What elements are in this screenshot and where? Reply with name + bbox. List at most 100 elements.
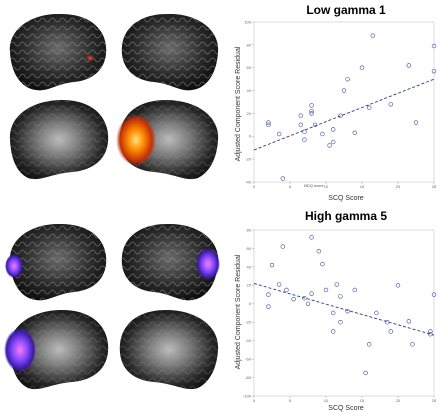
- scatter-point: [395, 283, 401, 288]
- y-tick-label: -100: [243, 393, 252, 398]
- scatter-point: [406, 319, 412, 324]
- y-tick-label: -20: [245, 320, 252, 325]
- scatter-point: [341, 88, 347, 93]
- brain-lateral-left: [9, 13, 107, 91]
- scatter-point: [276, 282, 282, 287]
- scatter-point: [320, 261, 325, 267]
- scatter-point: [266, 122, 271, 128]
- scatter-point: [276, 131, 282, 137]
- scatter-point: [298, 122, 304, 128]
- scatter-point: [302, 137, 307, 142]
- y-tick-label: -40: [245, 179, 252, 184]
- scatter-point: [334, 282, 340, 287]
- y-axis-label: Adjusted Component Score Residual: [235, 254, 242, 369]
- scatter-point: [359, 65, 365, 70]
- y-tick-label: -60: [245, 357, 252, 362]
- x-tick-label: 15: [360, 184, 365, 189]
- scatter-point: [367, 342, 372, 347]
- x-tick-label: 10: [324, 184, 329, 189]
- scatter-point: [370, 33, 376, 38]
- x-axis-label: SCQ Score: [328, 405, 364, 412]
- brain-lateral-right: [121, 13, 219, 91]
- scatter-point: [316, 249, 322, 254]
- scatter-point: [345, 308, 350, 314]
- y-tick-label: 80: [247, 227, 252, 232]
- scatter-point: [431, 43, 437, 49]
- y-tick-label: -80: [245, 375, 252, 380]
- y-tick-label: 40: [247, 88, 252, 93]
- y-tick-label: 0: [249, 301, 252, 306]
- scatter-point: [330, 310, 336, 316]
- scatter-point: [309, 235, 314, 240]
- trendline: [253, 78, 435, 151]
- scatter-point: [410, 342, 415, 347]
- y-tick-label: 80: [247, 42, 252, 47]
- scatter-point: [388, 329, 394, 334]
- brain-medial-left: [9, 100, 109, 180]
- y-tick-label: 60: [247, 246, 252, 251]
- scatter-point: [431, 292, 437, 297]
- x-axis-label: SCQ Score: [328, 195, 364, 202]
- scatter-point: [352, 130, 358, 136]
- scatter-point: [266, 304, 271, 309]
- x-tick-label: 10: [324, 398, 329, 403]
- scatter-point: [320, 131, 325, 137]
- scatter-point: [428, 332, 433, 337]
- scatter-point: [385, 320, 390, 325]
- y-tick-label: 60: [247, 65, 252, 70]
- brain-group-high-gamma-5: [4, 223, 220, 390]
- scatter-point: [374, 310, 379, 316]
- scatter-point: [352, 287, 358, 293]
- x-tick-label: 25: [432, 184, 437, 189]
- y-tick-label: 100: [244, 19, 251, 24]
- plot-frame: [253, 229, 435, 397]
- scatter-point: [330, 127, 336, 132]
- scatter-point: [363, 370, 368, 376]
- scatter-point: [327, 143, 332, 148]
- y-tick-label: -20: [245, 157, 252, 162]
- scatter-point: [428, 329, 433, 334]
- scatter-point: [431, 68, 437, 74]
- chart-title: Low gamma 1: [306, 3, 386, 17]
- x-tick-label: 0: [253, 184, 256, 189]
- scatter-point: [266, 120, 271, 125]
- scatter-point: [302, 129, 307, 134]
- chart-annotation: BDQ score: [304, 183, 324, 188]
- scatter-point: [388, 102, 394, 107]
- brain-maps-panel: [4, 13, 220, 390]
- scatter-point: [269, 262, 275, 268]
- x-tick-label: 5: [289, 184, 292, 189]
- scatter-point: [298, 113, 304, 118]
- scatter-point: [338, 113, 343, 118]
- scatter-point: [309, 111, 314, 116]
- scatter-chart-low-gamma-1: Low gamma 1 0 5 10 15 20 25 -40 -20 0 20 40 60 80 100…: [235, 3, 437, 202]
- trendline: [253, 283, 435, 336]
- y-tick-label: 0: [249, 134, 252, 139]
- scatter-point: [309, 291, 314, 296]
- scatter-point: [280, 244, 285, 249]
- x-tick-label: 5: [289, 398, 292, 403]
- x-tick-label: 15: [360, 398, 365, 403]
- scatter-point: [338, 294, 343, 299]
- x-tick-label: 20: [396, 184, 401, 189]
- scatter-point: [266, 292, 271, 297]
- brain-lateral-right-2: [121, 223, 220, 301]
- scatter-point: [280, 176, 285, 181]
- plot-frame: [253, 21, 435, 183]
- y-tick-label: 20: [247, 283, 252, 288]
- scatter-point: [413, 120, 419, 125]
- scatter-point: [330, 329, 336, 334]
- scatter-chart-high-gamma-5: High gamma 5 0 5 10 15 20 25 -100 -80 -60 -40 -20 0…: [235, 209, 437, 412]
- brain-lateral-left-2: [5, 223, 107, 301]
- scatter-point: [309, 108, 314, 114]
- x-tick-label: 20: [396, 398, 401, 403]
- scatter-point: [330, 139, 336, 145]
- x-tick-label: 25: [432, 398, 437, 403]
- y-tick-label: -40: [245, 338, 252, 343]
- brain-group-low-gamma-1: [9, 13, 219, 180]
- scatter-point: [291, 296, 296, 302]
- scatter-point: [406, 63, 412, 68]
- x-tick-label: 0: [253, 398, 256, 403]
- y-tick-label: 20: [247, 111, 252, 116]
